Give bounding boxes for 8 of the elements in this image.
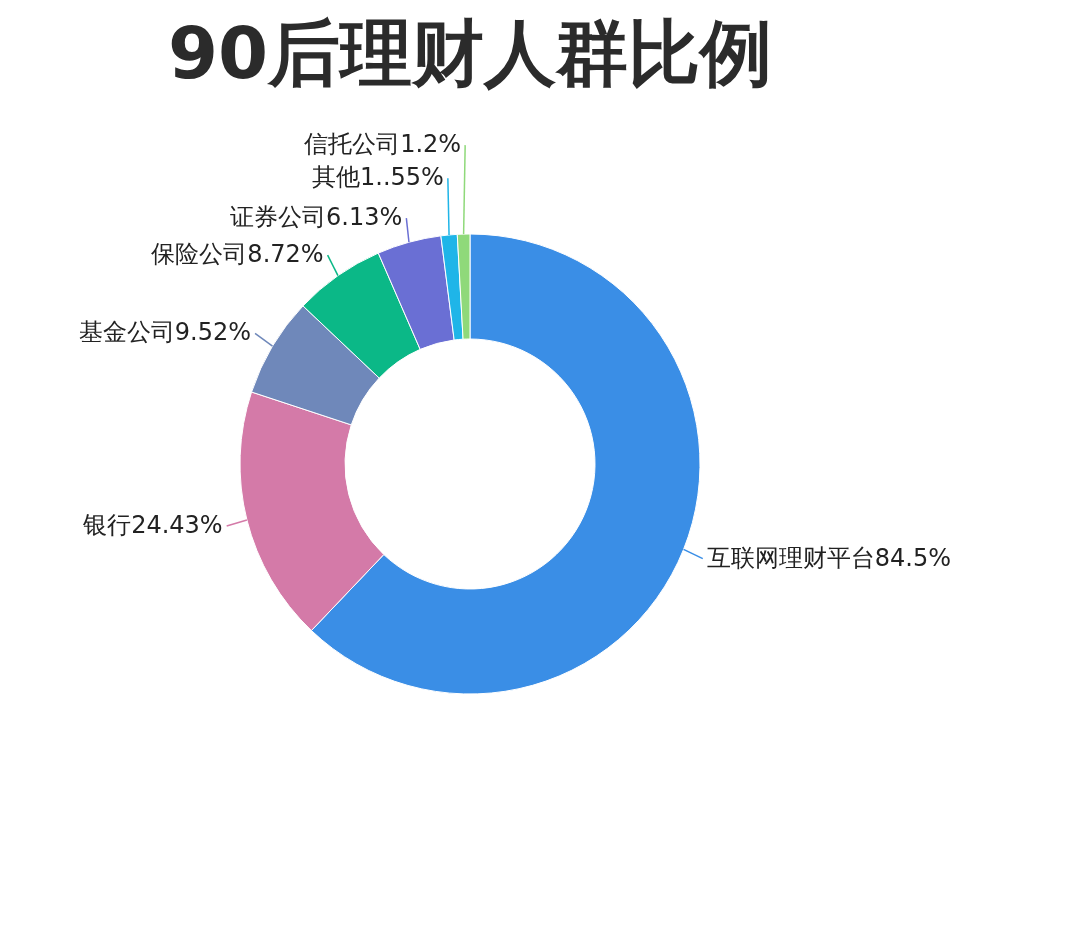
slice-label: 信托公司1.2% bbox=[304, 130, 462, 159]
chart-title: 90后理财人群比例 bbox=[167, 11, 773, 96]
slice-label: 基金公司9.52% bbox=[78, 318, 252, 347]
slice-label: 其他1..55% bbox=[311, 163, 444, 192]
slice-label: 银行24.43% bbox=[82, 511, 223, 540]
slice-label: 证券公司6.13% bbox=[230, 203, 403, 232]
slice-label: 保险公司8.72% bbox=[151, 240, 324, 269]
slice-label: 互联网理财平台84.5% bbox=[706, 543, 952, 572]
